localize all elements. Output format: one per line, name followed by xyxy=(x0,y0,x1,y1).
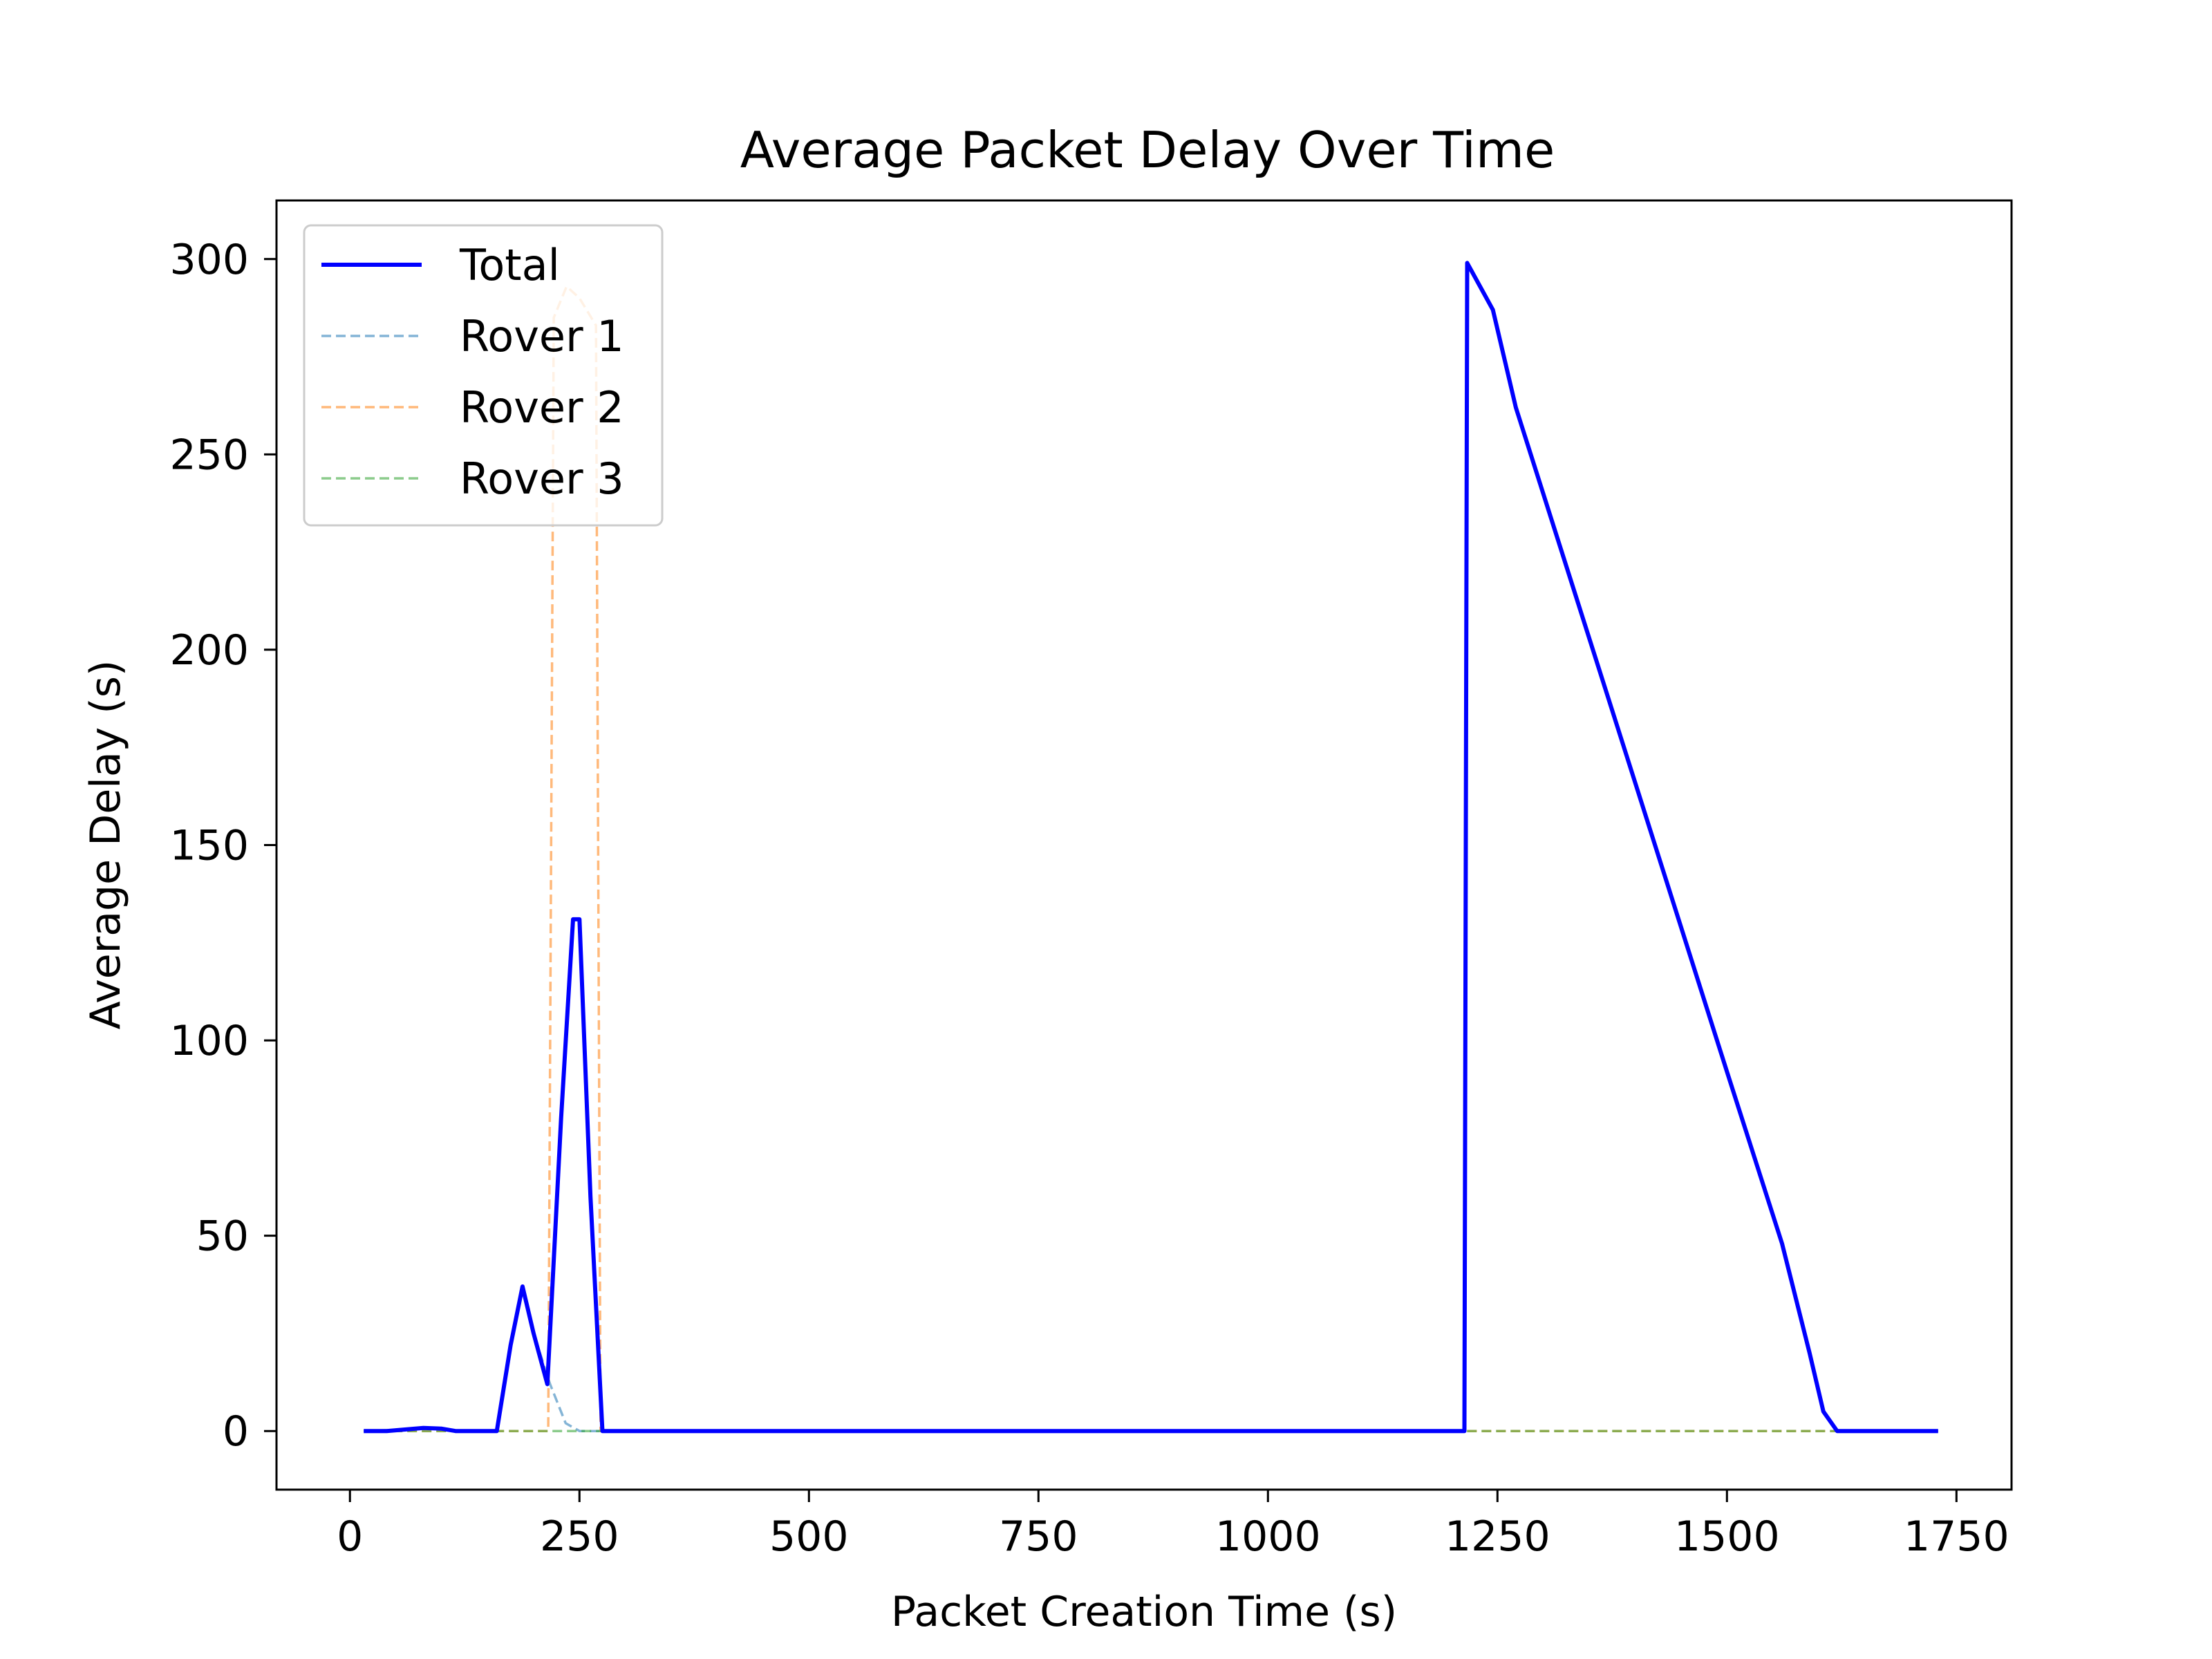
x-tick-label: 1500 xyxy=(1674,1512,1780,1561)
x-axis-label: Packet Creation Time (s) xyxy=(891,1588,1397,1636)
series-line-total xyxy=(364,261,1938,1434)
y-tick-label: 200 xyxy=(169,626,249,675)
y-tick-label: 300 xyxy=(169,236,249,284)
x-tick-label: 250 xyxy=(540,1512,619,1561)
y-axis-label: Average Delay (s) xyxy=(82,660,130,1030)
x-tick-label: 750 xyxy=(999,1512,1078,1561)
x-tick-label: 1750 xyxy=(1904,1512,2009,1561)
y-tick-label: 0 xyxy=(223,1407,249,1456)
legend-label: Rover 2 xyxy=(460,382,624,433)
y-tick-label: 100 xyxy=(169,1017,249,1065)
legend-box xyxy=(303,224,664,527)
legend-label: Rover 3 xyxy=(460,453,624,504)
x-tick-label: 1000 xyxy=(1215,1512,1321,1561)
y-axis: 0 50 100 150 200 250 300 xyxy=(169,236,276,1456)
chart-title: Average Packet Delay Over Time xyxy=(740,121,1555,179)
y-tick-label: 250 xyxy=(169,431,249,479)
series-layer xyxy=(364,261,1938,1434)
x-axis: 0 250 500 750 1000 1250 1500 1750 xyxy=(337,1490,2009,1561)
x-tick-label: 500 xyxy=(769,1512,849,1561)
legend-label: Rover 1 xyxy=(460,311,624,362)
y-tick-label: 50 xyxy=(196,1212,249,1261)
x-tick-label: 0 xyxy=(337,1512,363,1561)
legend-label: Total xyxy=(459,240,560,290)
y-tick-label: 150 xyxy=(169,822,249,870)
x-tick-label: 1250 xyxy=(1445,1512,1550,1561)
legend: Total Rover 1 Rover 2 Rover 3 xyxy=(303,224,664,527)
